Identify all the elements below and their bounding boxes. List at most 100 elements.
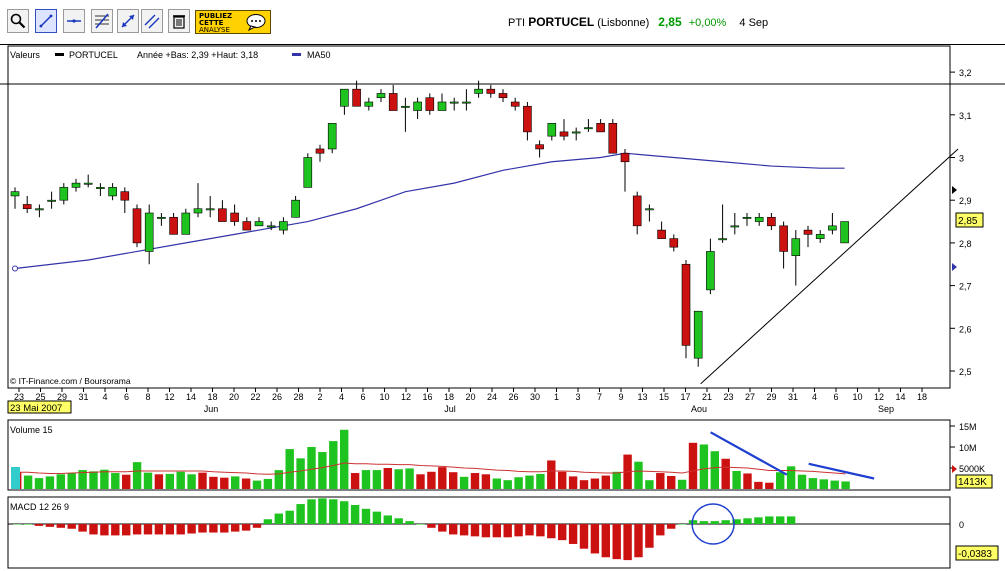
volume-bar [100,469,109,489]
candle-body [376,93,386,99]
macd-bar [220,524,229,533]
macd-bar [612,524,621,560]
volume-bar [601,475,610,489]
last-price-badge [955,212,984,228]
volume-bar [514,477,523,489]
month-label: Sep [878,404,894,414]
macd-title: MACD 12 26 9 [10,502,69,512]
candle-body [108,187,117,197]
macd-bar [56,524,65,528]
x-tick-label: 15 [659,392,669,402]
candle-body [401,105,410,108]
macd-bar [198,524,207,533]
macd-bar [677,524,687,525]
trendline [700,148,959,385]
volume-bar [634,461,643,489]
candle-body [35,208,44,211]
candle-body [584,127,593,130]
fibonacci-button[interactable] [91,9,113,33]
macd-bar [590,524,600,554]
candle-body [96,187,105,189]
x-tick-label: 31 [78,392,88,402]
volume-bar [45,476,55,489]
volume-bar [765,482,774,489]
x-tick-label: 14 [186,392,196,402]
macd-bar [732,519,741,524]
candle-body [230,212,239,222]
volume-annotation-line [710,431,788,476]
macd-bar [361,508,371,524]
macd-bar [481,524,491,538]
candle-body [352,88,361,107]
candle-body [425,97,435,111]
macd-bar [558,524,567,541]
candle-body [535,144,544,150]
volume-bar [503,480,512,489]
ma-marker [952,263,957,271]
volume-bar [307,447,316,489]
volume-bar [547,460,556,489]
macd-bar [459,524,469,536]
candle-body [47,199,56,202]
macd-bar [579,524,589,549]
x-tick-label: 23 [14,392,24,402]
parallel-lines-button[interactable] [141,9,163,33]
trend-arrows-button[interactable] [117,9,139,33]
candle-body [669,238,679,248]
volume-bar [209,476,218,489]
trash-button[interactable] [168,9,190,33]
volume-bar [808,478,818,489]
volume-bar [340,429,349,489]
quote-header: PTI PORTUCEL (Lisbonne) 2,85 +0,00% 4 Se… [508,15,768,29]
draw-line-button[interactable] [35,9,57,33]
x-tick-label: 4 [812,392,817,402]
volume-bar [143,472,153,489]
volume-bar [558,471,567,489]
zoom-button[interactable] [7,9,29,33]
x-tick-label: 24 [487,392,497,402]
x-tick-label: 29 [57,392,67,402]
candle-body [169,216,178,235]
volume-annotation-line [808,462,875,480]
horizontal-line-button[interactable] [63,9,85,33]
macd-bar [132,524,142,535]
candle-body [791,238,801,257]
macd-bar [263,519,273,524]
volume-bar [350,473,360,489]
candle-body [657,229,666,239]
x-tick-label: 12 [874,392,884,402]
x-tick-label: 27 [745,392,755,402]
exchange-code: PTI [508,17,526,29]
x-tick-label: 28 [293,392,303,402]
macd-bar [416,524,425,525]
stock-name: PORTUCEL [528,15,595,29]
volume-bar [285,449,294,489]
volume-bar [470,473,480,489]
volume-marker [952,465,957,473]
parallel-lines-icon [144,14,160,29]
month-label: Jul [444,404,456,414]
legend-values-label: Valeurs [10,50,40,60]
volume-bar [187,474,196,489]
volume-bar [830,480,839,489]
macd-bar [122,524,131,536]
macd-bar [492,524,501,538]
macd-bar [13,524,22,525]
macd-last-badge [955,545,999,561]
publish-analysis-button[interactable]: PUBLIEZ CETTE ANALYSE [195,10,271,34]
volume-bar [34,478,44,489]
candle-body [193,208,203,214]
macd-bar [601,524,610,558]
last-price: 2,85 [658,15,682,29]
candle-body [254,221,264,227]
macd-bar [470,524,480,537]
macd-bar [754,517,763,524]
volume-bar [122,474,131,489]
macd-zero-label: 0 [959,520,964,530]
horizontal-line-icon [67,19,81,23]
volume-bar [405,468,414,489]
volume-bar [78,470,87,489]
candle-body [828,225,837,231]
volume-bar [645,480,654,489]
legend-ma-swatch [292,53,301,56]
